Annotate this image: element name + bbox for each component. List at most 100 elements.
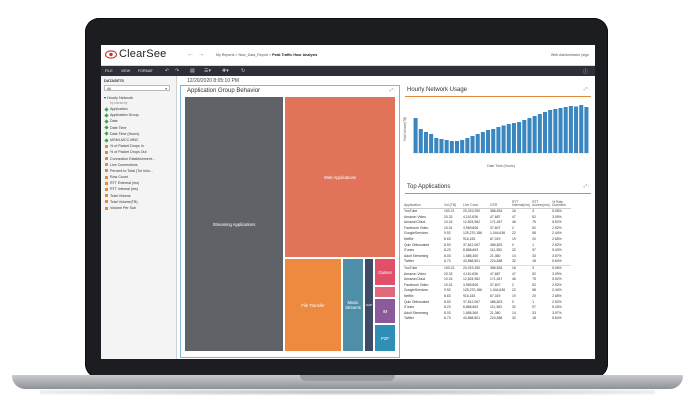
dataset-field-item[interactable]: MGMI-MCC-MNC — [104, 137, 174, 143]
treemap-tile-music[interactable]: Music Streams — [342, 258, 364, 352]
column-header[interactable]: Live Conn. — [462, 200, 489, 209]
back-arrow-icon[interactable]: ← — [187, 51, 194, 58]
treemap-tile-im[interactable]: IM — [374, 298, 396, 324]
table-row[interactable]: Adult Streaming 8.03 1,685,360 21,360 14 33 3.… — [403, 254, 571, 260]
expand-icon[interactable]: ⤢ ⋮ — [583, 183, 589, 188]
chart-bar[interactable] — [542, 112, 548, 153]
user-menu[interactable]: Web Administrator (sign — [550, 53, 589, 57]
dataset-field-item[interactable]: Date — [104, 118, 174, 124]
table-row[interactable]: AmazonCloud 10.24 12,824,962 171,457 46 75 5.5… — [403, 277, 571, 283]
table-row[interactable]: Netflix 8.63 916,153 67,019 19 20 2.65% — [403, 237, 571, 243]
undo-icon[interactable]: ↶ — [165, 68, 170, 74]
dataset-field-item[interactable]: Live Connections — [104, 162, 174, 168]
table-row[interactable]: Facebook Video 10.01 3,969,806 37,607 2 52 2.9… — [403, 226, 571, 232]
menu-view[interactable]: VIEW — [121, 69, 131, 73]
table-row[interactable]: Twitter 6.73 43,868,801 224,838 32 18 5.64% — [403, 259, 571, 265]
dataset-field-item[interactable]: Application Group — [104, 112, 174, 118]
treemap-tile-other[interactable] — [374, 286, 396, 298]
table-row[interactable]: YouTube 100.21 20,019,250 386.834 16 3 5.06% — [403, 209, 571, 215]
chart-bar[interactable] — [558, 108, 563, 153]
chart-bar[interactable] — [574, 106, 579, 154]
table-row[interactable]: iTunes 8.23 8,868,663 111,383 32 97 5.43% — [403, 305, 571, 311]
chart-bar[interactable] — [434, 138, 439, 153]
treemap-panel[interactable]: Application Group Behavior ⤢ ⋮ Streaming… — [180, 85, 400, 358]
chart-bar[interactable] — [418, 129, 423, 153]
table-row[interactable]: Facebook Video 10.01 3,969,806 37,607 2 52 2.9… — [403, 283, 571, 289]
chart-bar[interactable] — [449, 141, 454, 153]
table-row[interactable]: AmazonCloud 10.24 12,824,962 171,457 46 75 5.5… — [403, 220, 571, 226]
chart-bar[interactable] — [429, 134, 434, 153]
breadcrumb-path[interactable]: My Reports > New_Data_Report > — [216, 53, 272, 57]
chart-bar[interactable] — [501, 125, 506, 154]
chart-bar[interactable] — [465, 138, 470, 153]
redo-icon[interactable]: ↷ — [175, 68, 180, 74]
dataset-field-item[interactable]: Application — [104, 106, 174, 112]
chart-bar[interactable] — [553, 109, 558, 153]
chart-bar[interactable] — [475, 134, 480, 153]
chart-bar[interactable] — [470, 136, 475, 153]
column-header[interactable]: CER — [489, 200, 511, 209]
chart-bar[interactable] — [527, 118, 532, 153]
chart-bar[interactable] — [486, 130, 491, 153]
top-applications-panel[interactable]: Top Applications ⤢ ⋮ Application Vol.(TB)… — [401, 182, 593, 359]
chart-bar[interactable] — [506, 124, 511, 153]
expand-icon[interactable]: ⤢ ⋮ — [583, 86, 589, 91]
chart-bar[interactable] — [579, 105, 584, 153]
column-header[interactable]: RTT Internal(ms) — [511, 199, 532, 209]
dataset-field-item[interactable]: % of Packet Drops In — [104, 143, 174, 149]
save-icon[interactable]: ▤ — [190, 68, 195, 74]
table-row[interactable]: Amazon Video 20.32 4,110,636 47,687 47 52 3.09… — [403, 215, 571, 221]
column-header[interactable]: % Rate Downlink — [551, 200, 572, 209]
table-row[interactable]: Quic Obfuscated 8.53 37,812,067 486,823 0 1 2.… — [403, 300, 571, 306]
chart-bar[interactable] — [537, 114, 542, 153]
chart-bar[interactable] — [548, 110, 553, 153]
table-row[interactable]: Quic Obfuscated 8.53 37,812,067 486,823 0 1 2.… — [403, 243, 571, 249]
column-header[interactable]: RTT Access(ms) — [531, 199, 552, 209]
chart-bar[interactable] — [517, 122, 522, 153]
chart-bar[interactable] — [454, 141, 460, 153]
dataset-field-item[interactable]: Total Volume — [104, 193, 174, 199]
dataset-field-item[interactable]: Row Count — [104, 174, 174, 180]
refresh-icon[interactable]: ↻ — [241, 68, 246, 74]
column-header[interactable]: Application — [403, 200, 443, 209]
chart-bar[interactable] — [496, 127, 501, 153]
table-row[interactable]: Amazon Video 20.32 4,110,636 47,687 47 52 3.09… — [403, 272, 571, 278]
menu-format[interactable]: FORMAT — [138, 69, 153, 73]
chart-bar[interactable] — [480, 132, 485, 153]
table-row[interactable]: Twitter 6.73 43,868,801 224,838 32 18 5.64% — [403, 316, 571, 322]
dataset-field-item[interactable]: RTT External (ms) — [104, 180, 174, 186]
chart-type-icon[interactable]: ☰▾ — [204, 68, 211, 74]
chart-bar[interactable] — [511, 123, 516, 153]
table-row[interactable]: GoogleServices 9.52 125,270,186 1,044,636 22… — [403, 288, 571, 294]
dataset-field-item[interactable]: RTT Internal (ms) — [104, 186, 174, 192]
expand-icon[interactable]: ⤢ ⋮ — [389, 87, 395, 92]
treemap-tile-web[interactable]: Web Applications — [284, 96, 396, 258]
table-row[interactable]: YouTube 100.21 20,019,250 386.834 16 3 5.06% — [403, 264, 572, 272]
treemap-tile-file-transfer[interactable]: File Transfer — [284, 258, 342, 352]
table-row[interactable]: GoogleServices 9.52 125,270,186 1,044,636 22… — [403, 231, 571, 237]
dataset-field-item[interactable]: Total Volume(TB) — [104, 199, 174, 205]
hourly-usage-panel[interactable]: Hourly Network Usage ⤢ ⋮ Total Volume(TB… — [401, 85, 593, 180]
column-header[interactable]: Vol.(TB) — [443, 200, 462, 209]
dataset-field-item[interactable]: Date Time — [104, 125, 174, 131]
chart-bar[interactable] — [460, 140, 465, 153]
chart-bar[interactable] — [491, 129, 496, 153]
chart-bar[interactable] — [413, 118, 418, 153]
chart-bar[interactable] — [423, 132, 428, 153]
dataset-field-item[interactable]: Connection Establishment... — [104, 156, 174, 162]
dataset-field-item[interactable]: Volume Per Sub — [104, 205, 174, 211]
chart-bar[interactable] — [444, 140, 449, 153]
menu-file[interactable]: FILE — [105, 69, 113, 73]
dataset-field-item[interactable]: % of Packet Drops Out — [104, 149, 174, 155]
table-row[interactable]: iTunes 8.23 8,868,663 111,383 32 97 5.43% — [403, 248, 571, 254]
table-row[interactable]: Adult Streaming 8.03 1,685,360 21,360 14 33 3.… — [403, 311, 571, 317]
dataset-field-item[interactable]: Percent to Total (Tot Volu... — [104, 168, 174, 174]
add-icon[interactable]: ✚▾ — [222, 68, 229, 74]
treemap-tile-p2p[interactable]: P2P — [374, 324, 396, 352]
chart-bar[interactable] — [439, 139, 444, 153]
chart-bar[interactable] — [532, 116, 537, 153]
chart-bar[interactable] — [584, 107, 589, 153]
chart-bar[interactable] — [522, 120, 527, 153]
chart-bar[interactable] — [563, 107, 568, 153]
treemap-tile-streaming[interactable]: Streaming Applications — [184, 96, 284, 352]
